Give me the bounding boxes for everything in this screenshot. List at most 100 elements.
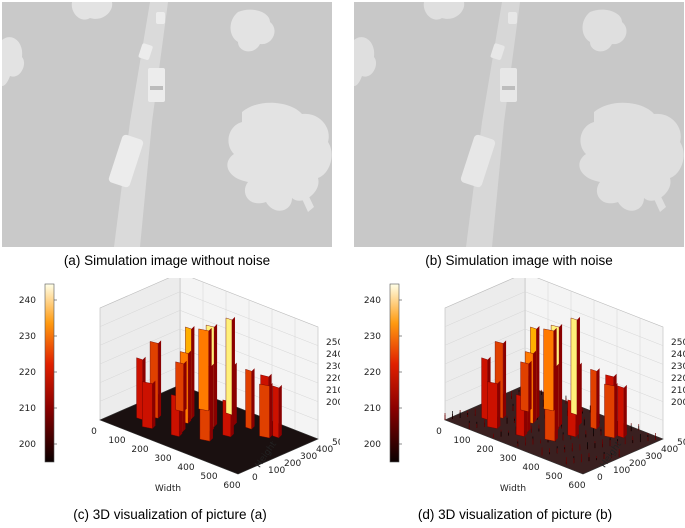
colorbar-tick-label: 200: [19, 440, 36, 450]
y-tick-label: 500: [332, 438, 340, 448]
chart-3d-clean: 2402302202102000100200300400500600Width0…: [19, 278, 340, 494]
surface-bar-side: [536, 325, 540, 419]
grid-line: [99, 291, 181, 327]
x-tick-label: 600: [568, 481, 585, 491]
grid-line: [99, 310, 181, 346]
y-tick-label: 300: [300, 452, 317, 462]
colorbar-tick-label: 240: [19, 296, 36, 306]
surface-bar-side: [188, 350, 192, 424]
surface-bar: [487, 381, 498, 429]
surface-bar-side: [533, 350, 537, 424]
z-tick-label: 220: [671, 374, 685, 384]
caption-b: (b) Simulation image with noise: [425, 253, 613, 268]
surface-bar: [520, 361, 529, 413]
x-axis-label: Width: [500, 484, 526, 494]
chart-3d-noisy: 2402302202102000100200300400500600Width0…: [364, 278, 685, 494]
x-tick-label: 400: [177, 463, 194, 473]
colorbar-tick-label: 210: [364, 404, 381, 414]
x-tick-label: 400: [522, 463, 539, 473]
surface-bar-side: [214, 324, 218, 428]
colorbar-tick-label: 240: [364, 296, 381, 306]
surface-bar: [142, 381, 153, 429]
z-tick-label: 200: [671, 398, 685, 408]
y-tick-label: 200: [629, 459, 646, 469]
y-tick-label: 100: [613, 466, 630, 476]
z-tick-label: 220: [326, 374, 340, 384]
surface-bar-side: [158, 340, 162, 419]
surface-bar-side: [208, 327, 212, 411]
caption-d: (d) 3D visualization of picture (b): [417, 507, 613, 522]
surface-bar: [259, 383, 270, 439]
surface-bar: [136, 357, 143, 421]
colorbar-tick-label: 230: [364, 332, 381, 342]
surface-bar-side: [559, 324, 563, 428]
x-tick-label: 300: [499, 454, 516, 464]
colorbar-tick-label: 230: [19, 332, 36, 342]
z-tick-label: 210: [671, 386, 685, 396]
y-tick-label: 200: [284, 459, 301, 469]
surface-bar-side: [497, 380, 501, 429]
x-tick-label: 500: [200, 472, 217, 482]
surface-bar: [225, 317, 233, 416]
surface-bar-side: [191, 325, 195, 419]
surface-bar-side: [623, 384, 627, 438]
z-tick-label: 250: [326, 338, 340, 348]
y-tick-label: 0: [597, 473, 603, 483]
surface-bar-side: [183, 360, 187, 412]
y-tick-label: 100: [268, 466, 285, 476]
simulation-image-noisy: [354, 2, 684, 247]
surface-bar-side: [614, 383, 618, 438]
caption-c: (c) 3D visualization of picture (a): [73, 507, 267, 522]
surface-bar: [570, 317, 578, 416]
surface-bar-side: [553, 327, 557, 411]
surface-bar-side: [278, 384, 282, 438]
surface-bar-side: [596, 368, 600, 430]
grid-line: [444, 328, 526, 365]
y-tick-label: 500: [677, 438, 685, 448]
surface-bar: [604, 383, 615, 439]
surface-bar: [481, 357, 488, 421]
surface-bar-side: [269, 383, 273, 438]
x-tick-label: 0: [91, 427, 97, 437]
caption-a: (a) Simulation image without noise: [63, 253, 271, 268]
surface-bar: [590, 368, 597, 430]
grid-line: [444, 291, 526, 327]
y-tick-label: 400: [661, 445, 678, 455]
surface-bar: [617, 385, 624, 439]
colorbar-tick-label: 220: [364, 368, 381, 378]
surface-bar: [543, 328, 554, 412]
y-tick-label: 300: [645, 452, 662, 462]
x-tick-label: 0: [436, 427, 442, 437]
surface-bar: [198, 328, 209, 412]
surface-bar: [272, 385, 279, 439]
z-tick-label: 240: [326, 350, 340, 360]
z-tick-label: 200: [326, 398, 340, 408]
colorbar-tick-label: 220: [19, 368, 36, 378]
z-tick-label: 250: [671, 338, 685, 348]
z-tick-label: 230: [671, 362, 685, 372]
y-tick-label: 0: [252, 473, 258, 483]
surface-bar-side: [503, 340, 507, 419]
colorbar-tick-label: 200: [364, 440, 381, 450]
x-tick-label: 200: [476, 445, 493, 455]
x-tick-label: 100: [108, 436, 125, 446]
x-axis-label: Width: [155, 484, 181, 494]
x-tick-label: 100: [453, 436, 470, 446]
x-tick-label: 600: [223, 481, 240, 491]
z-tick-label: 210: [326, 386, 340, 396]
x-tick-label: 300: [154, 454, 171, 464]
x-tick-label: 200: [131, 445, 148, 455]
colorbar: [389, 283, 400, 463]
simulation-image-clean: [2, 2, 332, 247]
colorbar-tick-label: 210: [19, 404, 36, 414]
surface-bar-side: [251, 368, 255, 430]
z-tick-label: 240: [671, 350, 685, 360]
surface-bar-side: [152, 380, 156, 429]
x-tick-label: 500: [545, 472, 562, 482]
surface-bar-side: [231, 316, 235, 415]
surface-bar-side: [528, 360, 532, 412]
grid-line: [444, 310, 526, 346]
grid-line: [99, 328, 181, 365]
surface-bar-side: [576, 316, 580, 415]
surface-bar: [245, 368, 252, 430]
